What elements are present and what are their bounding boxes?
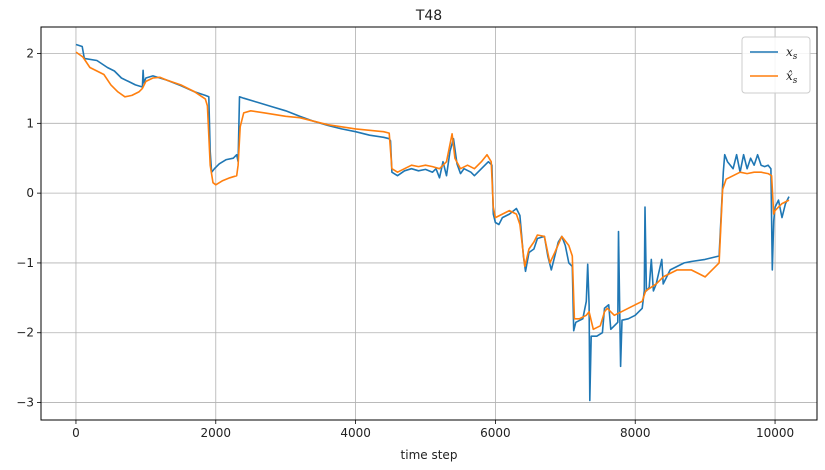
y-axis-ticks: −3 −2 −1 0 1 2 [16,47,41,410]
x-tick-label: 8000 [620,426,651,440]
y-tick-label: 2 [26,47,34,61]
y-tick-label: 1 [26,116,34,130]
legend: xs x̂s [741,36,811,94]
x-axis-ticks: 0 2000 4000 6000 8000 10000 [72,420,794,440]
series-lines [75,43,790,402]
x-tick-label: 10000 [756,426,794,440]
legend-label-xs: xs [786,45,798,62]
y-tick-label: −1 [16,256,34,270]
y-tick-label: −2 [16,326,34,340]
chart-title: T48 [415,8,442,24]
legend-box [741,36,811,94]
x-tick-label: 2000 [201,426,232,440]
x-tick-label: 4000 [340,426,371,440]
y-tick-label: −3 [16,396,34,410]
grid-lines [41,27,817,420]
series-line-xs [75,43,790,402]
x-tick-label: 6000 [480,426,511,440]
series-line-xhat [75,51,790,331]
x-tick-label: 0 [72,426,80,440]
y-tick-label: 0 [26,186,34,200]
x-axis-title: time step [401,448,458,462]
plot-frame [40,26,818,421]
legend-label-xhat: x̂s [786,69,798,86]
